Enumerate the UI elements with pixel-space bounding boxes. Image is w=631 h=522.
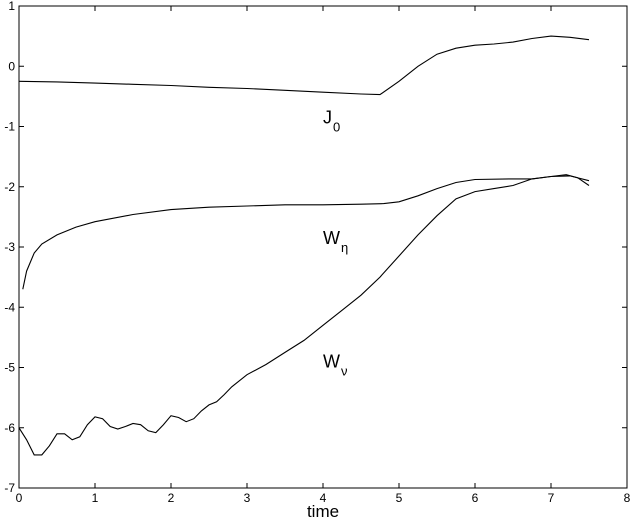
x-tick-label: 1 xyxy=(92,491,99,505)
x-tick-label: 5 xyxy=(396,491,403,505)
y-tick-label: -1 xyxy=(4,120,15,134)
x-tick-label: 3 xyxy=(244,491,251,505)
series-label-subscript: 0 xyxy=(333,119,340,134)
series-label-0: J0 xyxy=(323,107,340,134)
y-tick-label: 0 xyxy=(8,59,15,73)
y-tick-label: -4 xyxy=(4,300,15,314)
y-tick-label: -7 xyxy=(4,481,15,495)
x-tick-label: 6 xyxy=(472,491,479,505)
y-tick-label: -5 xyxy=(4,361,15,375)
series-line-0 xyxy=(18,35,590,96)
series-label-1: Wη xyxy=(323,228,348,255)
axis-ticks: 0 1 2 3 4 5 6 7 8 1 0 -1 -2 -3 -4 -5 -6 -7 xyxy=(4,0,630,505)
series-line-1 xyxy=(22,175,590,290)
x-axis-title: time xyxy=(307,502,339,521)
series-labels: J0 Wη Wν xyxy=(323,107,348,378)
x-tick-label: 0 xyxy=(16,491,23,505)
series-label-subscript: ν xyxy=(341,364,348,379)
series-group xyxy=(18,35,590,456)
series-label-subscript: η xyxy=(341,240,348,255)
x-tick-label: 8 xyxy=(624,491,631,505)
y-tick-label: 1 xyxy=(8,0,15,13)
y-tick-label: -6 xyxy=(4,421,15,435)
x-tick-label: 7 xyxy=(548,491,555,505)
y-tick-label: -2 xyxy=(4,180,15,194)
y-tick-label: -3 xyxy=(4,240,15,254)
series-label-2: Wν xyxy=(323,352,348,379)
series-line-2 xyxy=(18,174,590,456)
x-tick-label: 4 xyxy=(320,491,327,505)
x-tick-label: 2 xyxy=(168,491,175,505)
